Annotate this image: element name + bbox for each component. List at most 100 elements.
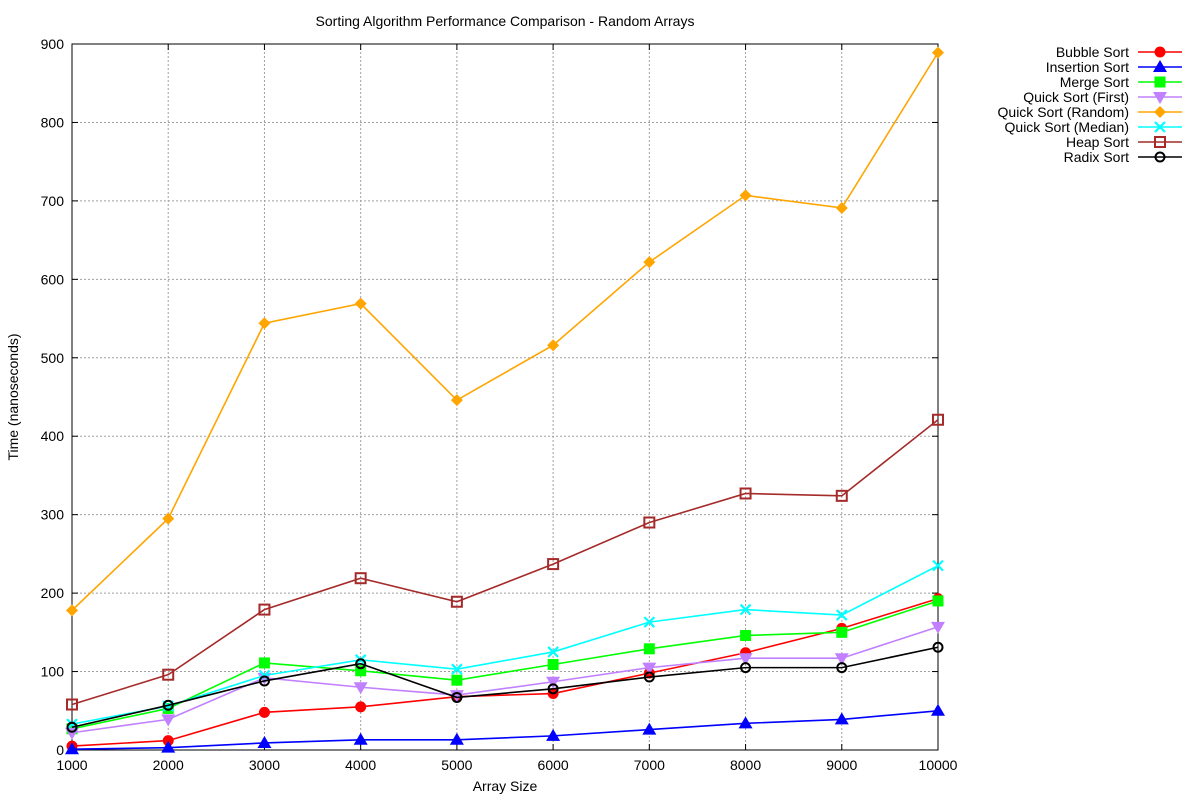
data-point <box>1153 92 1167 104</box>
series-quick-sort-random <box>66 46 944 617</box>
y-tick-label: 700 <box>41 193 65 209</box>
data-point <box>66 718 78 730</box>
data-point <box>65 742 79 755</box>
series-line <box>71 600 939 730</box>
data-point <box>931 621 945 634</box>
data-point <box>642 662 657 675</box>
data-point <box>932 413 944 426</box>
series-line <box>71 597 939 747</box>
data-point <box>547 683 559 695</box>
data-point <box>738 653 753 666</box>
y-tick-label: 800 <box>41 114 65 130</box>
chart-title: Sorting Algorithm Performance Comparison… <box>316 13 695 29</box>
data-point <box>162 699 174 711</box>
legend-item: Radix Sort <box>1064 149 1182 165</box>
data-point <box>161 714 176 727</box>
data-point <box>547 646 559 658</box>
y-tick-label: 900 <box>41 36 65 52</box>
data-point <box>162 668 175 681</box>
data-point <box>547 339 560 352</box>
series-line <box>71 709 939 751</box>
data-point <box>355 701 367 713</box>
data-point <box>450 595 463 608</box>
data-point <box>162 735 174 747</box>
data-point <box>258 603 271 616</box>
legend-label: Merge Sort <box>1060 74 1129 90</box>
data-point <box>643 671 655 683</box>
x-tick-label: 9000 <box>826 757 857 773</box>
data-point <box>354 297 367 310</box>
data-point <box>642 722 657 735</box>
data-point <box>1154 106 1166 118</box>
data-point <box>451 674 463 686</box>
data-point <box>546 728 561 741</box>
y-axis-title: Time (nanoseconds) <box>5 333 21 460</box>
series-line <box>71 52 939 611</box>
data-point <box>546 676 561 689</box>
legend-item: Insertion Sort <box>1046 59 1182 75</box>
data-point <box>258 706 270 718</box>
data-point <box>355 665 367 677</box>
legend-item: Merge Sort <box>1060 74 1182 90</box>
data-point <box>449 690 464 703</box>
data-point <box>932 641 944 653</box>
data-point <box>258 317 271 330</box>
x-axis-title: Array Size <box>473 778 538 794</box>
x-tick-label: 4000 <box>345 757 376 773</box>
data-point <box>354 572 367 585</box>
data-point <box>547 658 559 670</box>
legend-label: Bubble Sort <box>1056 44 1129 60</box>
data-point <box>834 712 849 725</box>
y-tick-label: 100 <box>41 664 65 680</box>
legend-item: Quick Sort (Random) <box>998 104 1182 120</box>
data-point <box>353 732 368 745</box>
data-point <box>643 616 656 628</box>
data-point <box>161 740 176 753</box>
data-point <box>835 489 848 502</box>
data-point <box>258 657 270 669</box>
x-tick-label: 7000 <box>634 757 665 773</box>
axes: 1000 2000 3000 4000 5000 6000 7000 8000 9000 1000… <box>41 36 958 773</box>
series-insertion-sort <box>65 703 945 755</box>
x-tick-label: 6000 <box>538 757 569 773</box>
y-tick-label: 500 <box>41 350 65 366</box>
data-point <box>449 732 464 745</box>
data-point <box>834 653 849 666</box>
legend-item: Heap Sort <box>1066 134 1182 150</box>
x-tick-label: 10000 <box>919 757 958 773</box>
data-point <box>932 46 944 59</box>
data-point <box>1154 151 1166 163</box>
data-point <box>836 626 848 638</box>
legend-label: Heap Sort <box>1066 134 1129 150</box>
series-merge-sort <box>66 595 944 735</box>
legend-item: Quick Sort (Median) <box>1005 119 1182 135</box>
data-point <box>643 256 656 269</box>
x-tick-label: 2000 <box>153 757 184 773</box>
x-tick-label: 5000 <box>441 757 472 773</box>
data-point <box>1154 121 1166 133</box>
data-point <box>162 512 175 525</box>
data-point <box>258 675 270 687</box>
series-line <box>71 626 939 734</box>
plot-frame <box>71 43 939 751</box>
y-tick-label: 300 <box>41 507 65 523</box>
data-point <box>257 735 272 748</box>
data-point <box>740 662 752 674</box>
series-line <box>71 419 939 706</box>
data-point <box>931 703 945 716</box>
y-tick-label: 600 <box>41 271 65 287</box>
series-line <box>71 564 939 725</box>
series-group <box>65 46 945 755</box>
data-point <box>66 604 78 617</box>
data-point <box>162 702 174 714</box>
data-point <box>1154 76 1166 88</box>
y-tick-label: 400 <box>41 428 65 444</box>
data-point <box>836 662 848 674</box>
y-tick-label: 0 <box>56 742 64 758</box>
legend-label: Quick Sort (First) <box>1023 89 1129 105</box>
data-point <box>835 201 848 214</box>
data-point <box>739 487 752 500</box>
data-point <box>451 663 463 675</box>
grid <box>72 44 938 750</box>
